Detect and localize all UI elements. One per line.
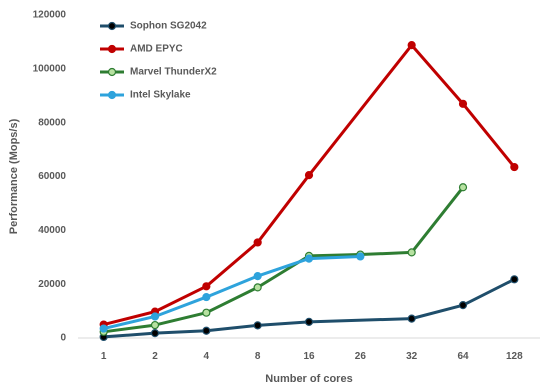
x-tick-label: 4 xyxy=(204,351,210,362)
x-tick-label: 64 xyxy=(457,351,469,362)
series-line xyxy=(104,256,361,328)
y-axis-title: Performance (Mops/s) xyxy=(8,118,20,234)
legend-label: AMD EPYC xyxy=(130,44,183,55)
x-tick-label: 16 xyxy=(303,351,315,362)
x-tick-label: 128 xyxy=(506,351,523,362)
data-point xyxy=(203,309,210,316)
legend-marker xyxy=(109,46,116,53)
data-point xyxy=(203,283,210,290)
data-point xyxy=(511,164,518,171)
y-tick-label: 20000 xyxy=(38,279,66,290)
data-point xyxy=(100,325,107,332)
data-point xyxy=(460,184,467,191)
data-point xyxy=(254,239,261,246)
legend-label: Sophon SG2042 xyxy=(130,21,207,32)
y-tick-label: 80000 xyxy=(38,117,66,128)
x-axis-ticks: 1 2 4 8 16 26 32 64 128 xyxy=(101,351,523,362)
data-point xyxy=(254,322,261,329)
legend: Sophon SG2042 AMD EPYC Marvel ThunderX2 Int… xyxy=(100,21,217,101)
data-point xyxy=(203,327,210,334)
x-tick-label: 32 xyxy=(406,351,418,362)
series-line xyxy=(104,45,515,324)
y-tick-label: 60000 xyxy=(38,171,66,182)
y-tick-label: 0 xyxy=(60,333,66,344)
data-point xyxy=(408,315,415,322)
series-markers xyxy=(100,42,518,341)
data-point xyxy=(408,42,415,49)
y-tick-label: 100000 xyxy=(33,63,67,74)
data-point xyxy=(254,284,261,291)
data-point xyxy=(306,172,313,179)
data-point xyxy=(306,318,313,325)
data-point xyxy=(511,276,518,283)
legend-label: Intel Skylake xyxy=(130,90,191,101)
legend-label: Marvel ThunderX2 xyxy=(130,67,217,78)
legend-marker xyxy=(109,69,116,76)
x-tick-label: 26 xyxy=(355,351,367,362)
data-point xyxy=(306,255,313,262)
y-tick-label: 120000 xyxy=(33,10,67,21)
x-tick-label: 2 xyxy=(152,351,158,362)
data-point xyxy=(408,249,415,256)
data-point xyxy=(460,302,467,309)
data-point xyxy=(152,313,159,320)
legend-marker xyxy=(109,92,116,99)
data-point xyxy=(357,253,364,260)
data-point xyxy=(152,322,159,329)
data-point xyxy=(152,330,159,337)
legend-marker xyxy=(109,23,116,30)
x-tick-label: 1 xyxy=(101,351,107,362)
x-axis-title: Number of cores xyxy=(265,373,352,385)
data-point xyxy=(203,294,210,301)
y-tick-label: 40000 xyxy=(38,225,66,236)
data-point xyxy=(460,100,467,107)
data-point xyxy=(254,273,261,280)
x-tick-label: 8 xyxy=(255,351,261,362)
y-axis-ticks: 0 20000 40000 60000 80000 100000 120000 xyxy=(33,10,67,344)
